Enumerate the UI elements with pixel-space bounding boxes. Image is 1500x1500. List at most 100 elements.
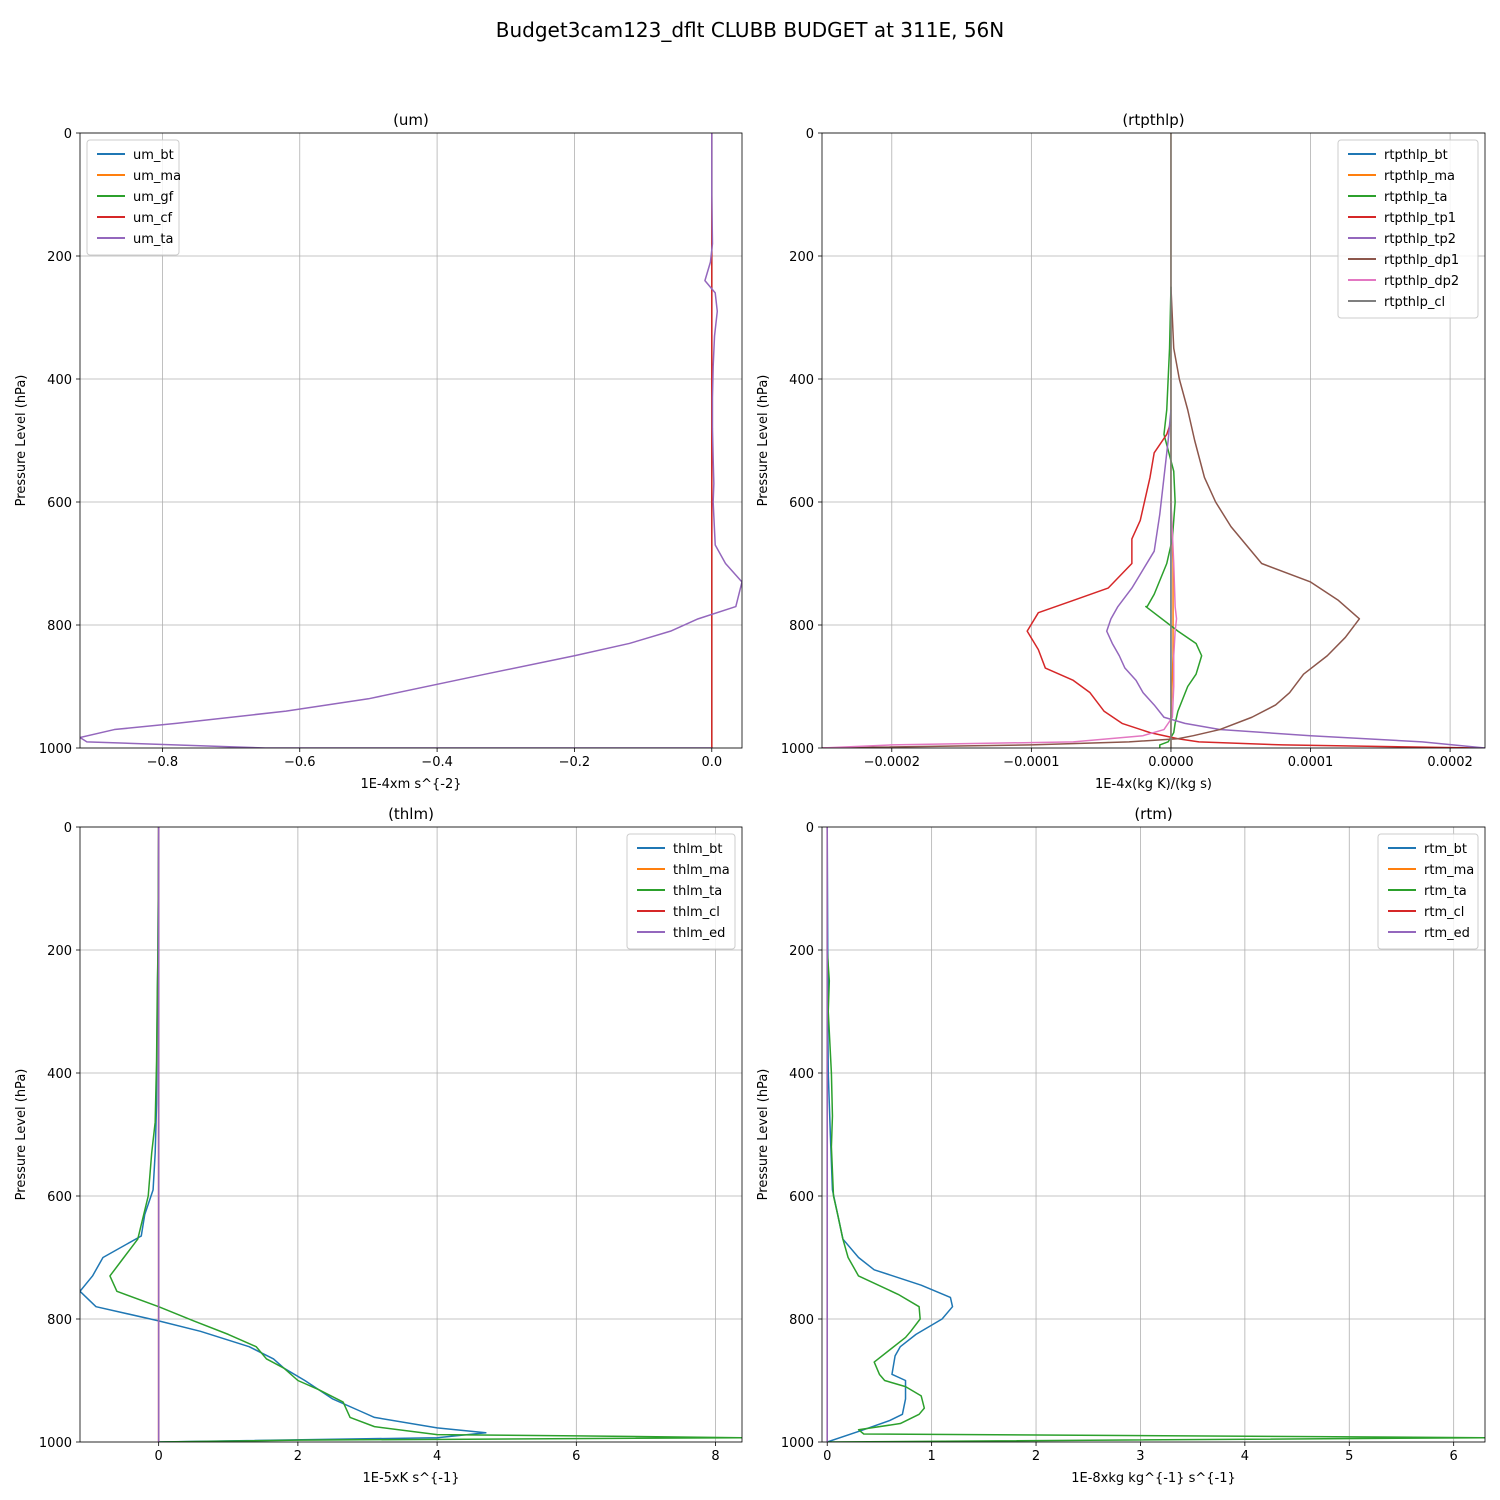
legend-label: rtm_ta [1424, 884, 1467, 899]
series-line-rtm_ta [826, 949, 1485, 1442]
x-tick-label: 6 [1450, 1449, 1458, 1464]
y-tick-label: 0 [64, 127, 72, 142]
y-tick-label: 800 [47, 1313, 72, 1328]
y-tick-label: 1000 [781, 1436, 814, 1451]
y-tick-label: 0 [64, 821, 72, 836]
x-tick-label: −0.8 [147, 755, 179, 770]
legend-label: rtpthlp_tp2 [1384, 232, 1456, 247]
y-tick-label: 400 [789, 373, 814, 388]
chart-title: (thlm) [388, 805, 434, 823]
x-tick-label: 0.0002 [1427, 755, 1473, 770]
x-tick-label: 2 [1032, 1449, 1040, 1464]
x-tick-label: 3 [1136, 1449, 1144, 1464]
chart-panel-1: −0.8 −0.6 −0.4 −0.2 0.0 0 200 400 600 800 1000 (um)… [14, 111, 743, 792]
y-axis-label: Pressure Level (hPa) [14, 1069, 29, 1201]
series-line-rtm_bt [826, 827, 954, 1442]
legend-label: um_ma [133, 169, 181, 184]
legend-label: rtm_cl [1424, 905, 1464, 920]
series-line-rtpthlp_ta [1145, 286, 1203, 748]
legend-label: rtpthlp_dp1 [1384, 253, 1459, 268]
legend-label: thlm_cl [673, 905, 720, 920]
y-tick-label: 200 [47, 944, 72, 959]
x-tick-label: 6 [572, 1449, 580, 1464]
axes-frame [79, 826, 743, 1443]
y-tick-label: 1000 [39, 1436, 72, 1451]
legend-box [1377, 833, 1479, 950]
x-tick-label: 0.0000 [1148, 755, 1194, 770]
y-tick-label: 600 [47, 1190, 72, 1205]
y-tick-label: 800 [789, 1313, 814, 1328]
x-tick-label: 0.0 [701, 755, 722, 770]
legend: um_bt um_ma um_gf um_cf um_ta [86, 139, 181, 256]
x-tick-label: −0.0001 [1003, 755, 1059, 770]
legend-label: um_bt [133, 148, 174, 163]
y-tick-label: 0 [806, 821, 814, 836]
x-tick-label: 4 [1241, 1449, 1249, 1464]
axes-frame [79, 132, 743, 749]
chart-title: (rtm) [1134, 805, 1172, 823]
chart-title: (um) [393, 111, 429, 129]
x-axis-label: 1E-5xK s^{-1} [363, 1471, 460, 1486]
legend-label: rtpthlp_tp1 [1384, 211, 1456, 226]
x-tick-label: 0 [155, 1449, 163, 1464]
y-tick-label: 400 [47, 373, 72, 388]
series-line-rtpthlp_tp2 [1105, 409, 1485, 748]
x-tick-label: 0 [823, 1449, 831, 1464]
y-tick-label: 1000 [39, 742, 72, 757]
legend-label: rtm_ma [1424, 863, 1474, 878]
legend-label: um_gf [133, 190, 174, 205]
series-line-rtpthlp_tp1 [1026, 421, 1479, 748]
legend-label: um_ta [133, 232, 173, 247]
legend-label: rtpthlp_cl [1384, 295, 1445, 310]
legend-label: thlm_ma [673, 863, 730, 878]
y-tick-label: 800 [789, 619, 814, 634]
y-tick-label: 400 [47, 1067, 72, 1082]
figure-title: Budget3cam123_dflt CLUBB BUDGET at 311E,… [496, 18, 1004, 42]
x-tick-label: −0.0002 [864, 755, 920, 770]
series-line-um_ta [80, 133, 742, 748]
y-tick-label: 0 [806, 127, 814, 142]
x-axis-label: 1E-8xkg kg^{-1} s^{-1} [1071, 1471, 1236, 1486]
chart-panel-2: −0.0002 −0.0001 0.0000 0.0001 0.0002 0 200 400 6… [756, 111, 1486, 792]
y-axis-label: Pressure Level (hPa) [14, 375, 29, 507]
y-tick-label: 600 [47, 496, 72, 511]
x-tick-label: 5 [1345, 1449, 1353, 1464]
legend-label: rtpthlp_bt [1384, 148, 1448, 163]
axes-frame [821, 826, 1486, 1443]
y-tick-label: 1000 [781, 742, 814, 757]
legend-label: um_cf [133, 211, 173, 226]
x-tick-label: −0.6 [284, 755, 316, 770]
x-tick-label: 1 [927, 1449, 935, 1464]
legend-box [626, 833, 736, 950]
legend-label: thlm_ta [673, 884, 722, 899]
x-tick-label: 2 [294, 1449, 302, 1464]
legend: rtpthlp_bt rtpthlp_ma rtpthlp_ta rtpthlp_tp… [1337, 139, 1479, 319]
legend-label: thlm_ed [673, 926, 725, 941]
x-tick-label: −0.4 [421, 755, 453, 770]
x-axis-label: 1E-4x(kg K)/(kg s) [1095, 777, 1212, 792]
x-tick-label: 0.0001 [1288, 755, 1334, 770]
y-tick-label: 200 [789, 944, 814, 959]
series-line-thlm_bt [80, 827, 487, 1442]
y-tick-label: 400 [789, 1067, 814, 1082]
legend-box [1337, 139, 1479, 319]
y-axis-label: Pressure Level (hPa) [756, 1069, 771, 1201]
legend-box [86, 139, 180, 256]
chart-title: (rtpthlp) [1122, 111, 1184, 129]
y-tick-label: 600 [789, 1190, 814, 1205]
legend-label: rtpthlp_dp2 [1384, 274, 1459, 289]
y-tick-label: 800 [47, 619, 72, 634]
y-tick-label: 600 [789, 496, 814, 511]
series-line-rtpthlp_dp2 [822, 501, 1178, 748]
series-line-thlm_ta [109, 827, 742, 1442]
x-tick-label: 8 [711, 1449, 719, 1464]
x-tick-label: −0.2 [559, 755, 591, 770]
x-tick-label: 4 [433, 1449, 441, 1464]
legend-label: rtm_ed [1424, 926, 1470, 941]
legend-label: rtpthlp_ma [1384, 169, 1455, 184]
chart-panel-4: 0 1 2 3 4 5 6 0 200 400 600 800 1000 (rtm) 1E-8xkg kg^… [756, 805, 1486, 1486]
y-axis-label: Pressure Level (hPa) [756, 375, 771, 507]
y-tick-label: 200 [789, 250, 814, 265]
x-axis-label: 1E-4xm s^{-2} [360, 777, 461, 792]
legend: thlm_bt thlm_ma thlm_ta thlm_cl thlm_ed [626, 833, 736, 950]
